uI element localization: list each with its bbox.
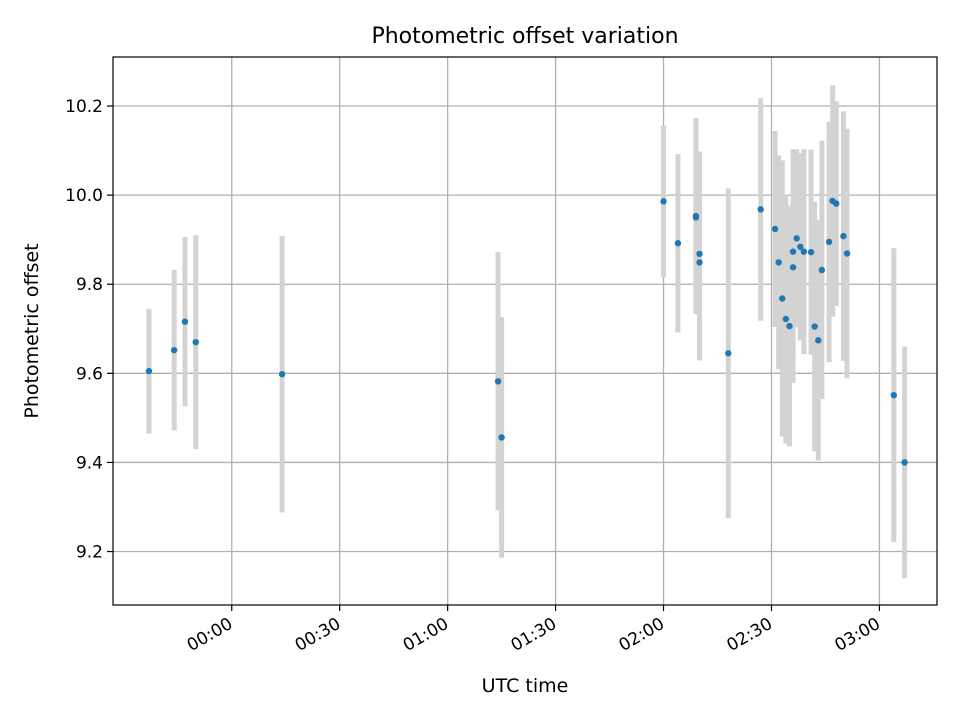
x-axis-label: UTC time <box>482 675 569 697</box>
chart-title: Photometric offset variation <box>371 24 678 49</box>
data-point <box>782 315 790 323</box>
data-point <box>692 214 700 221</box>
data-point <box>278 371 286 378</box>
data-point <box>192 338 199 346</box>
data-point <box>789 264 797 271</box>
data-point <box>800 248 808 255</box>
y-tick-label: 9.2 <box>76 543 103 563</box>
data-point <box>811 323 818 330</box>
data-point <box>793 235 800 242</box>
plot-frame <box>112 56 938 606</box>
data-point <box>807 248 815 256</box>
y-tick-label: 10.2 <box>65 97 103 117</box>
data-point <box>660 198 667 205</box>
data-point <box>181 318 189 325</box>
data-point <box>818 266 826 274</box>
data-point <box>170 346 178 354</box>
y-axis-ticks: 9.2 9.4 9.6 9.8 10.0 10.2 <box>65 97 113 563</box>
data-point <box>674 240 682 247</box>
data-point <box>843 250 851 257</box>
data-point <box>779 295 786 302</box>
data-point <box>725 350 732 357</box>
data-point <box>840 232 847 240</box>
data-point <box>786 322 793 330</box>
data-point <box>494 378 502 385</box>
y-tick-label: 9.8 <box>76 275 103 295</box>
data-point <box>145 367 153 375</box>
y-tick-label: 10.0 <box>65 186 103 206</box>
data-point <box>696 250 703 258</box>
data-point <box>833 200 840 207</box>
data-point <box>815 337 822 344</box>
data-point <box>775 259 782 266</box>
data-point <box>498 434 505 441</box>
data-point <box>696 259 703 266</box>
data-point <box>825 238 833 246</box>
data-point <box>901 459 908 466</box>
data-point <box>797 243 804 250</box>
data-point <box>757 206 764 213</box>
data-points <box>145 197 908 466</box>
data-point <box>890 391 898 399</box>
data-point <box>771 225 779 233</box>
y-tick-label: 9.4 <box>76 453 103 473</box>
data-point <box>789 248 797 255</box>
y-axis-label: Photometric offset <box>21 243 43 418</box>
y-tick-label: 9.6 <box>76 364 103 384</box>
